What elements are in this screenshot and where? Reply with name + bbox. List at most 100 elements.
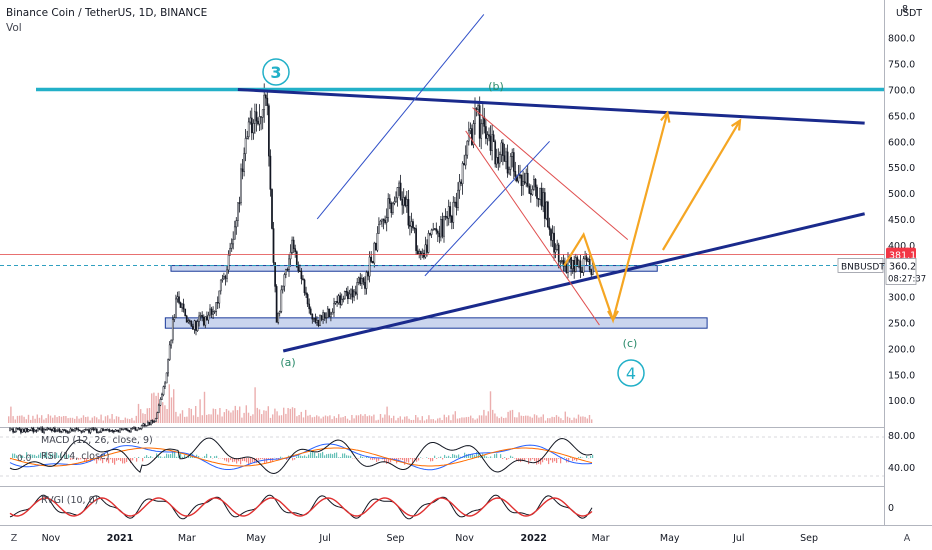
candle	[364, 276, 366, 295]
macd-histogram-bar	[98, 458, 100, 461]
candle	[226, 265, 228, 283]
candle-body	[187, 320, 190, 323]
candle-body	[156, 412, 159, 419]
candle	[71, 428, 73, 432]
volume-bar	[560, 418, 562, 423]
macd-histogram-bar	[384, 458, 386, 462]
volume-bar	[82, 415, 85, 423]
candle-body	[232, 238, 235, 245]
projection-path-1[interactable]	[563, 112, 669, 324]
candle	[100, 428, 103, 433]
candle-body	[337, 295, 340, 303]
macd-histogram-bar	[210, 455, 212, 458]
trendline-2[interactable]	[282, 212, 866, 353]
channel-line-lower[interactable]	[424, 140, 550, 277]
candle	[111, 429, 114, 433]
auto-scale-button[interactable]: A	[904, 533, 911, 544]
macd-histogram-bar	[78, 458, 80, 460]
macd-histogram-bar	[400, 458, 402, 460]
macd-histogram-bar	[86, 458, 88, 463]
candle-body	[43, 429, 45, 433]
volume-bar	[492, 409, 494, 423]
candle-body	[466, 140, 469, 156]
support-zone-2[interactable]	[164, 317, 708, 329]
macd-histogram-bar	[506, 458, 508, 461]
macd-histogram-bar	[362, 456, 364, 458]
candle	[280, 285, 283, 314]
candle	[556, 239, 559, 251]
candle	[410, 212, 413, 234]
volume-bar	[107, 415, 109, 423]
candle	[502, 139, 504, 166]
macd-histogram-bar	[486, 456, 488, 458]
candle-body	[68, 431, 70, 434]
candle-body	[128, 429, 131, 433]
projection-path-2[interactable]	[661, 120, 741, 251]
macd-histogram-bar	[478, 452, 480, 458]
macd-histogram-bar	[504, 457, 506, 458]
wave-4-circle	[617, 359, 645, 387]
candle-body	[226, 269, 228, 279]
candle	[578, 259, 580, 269]
red-channel-upper[interactable]	[472, 107, 629, 241]
macd-histogram-bar	[572, 458, 574, 462]
channel-line-upper[interactable]	[316, 14, 485, 220]
candle-body	[209, 308, 211, 316]
candle	[393, 196, 396, 206]
volume-bar	[342, 417, 344, 423]
candle-body	[314, 318, 317, 323]
candle-body	[502, 142, 504, 156]
macd-histogram-bar	[412, 458, 414, 464]
candle-body	[188, 320, 191, 322]
candle	[399, 174, 402, 201]
candle	[545, 201, 548, 221]
candle-body	[399, 182, 402, 200]
candle-body	[418, 251, 421, 254]
macd-histogram-bar	[328, 453, 330, 458]
volume-bar	[19, 415, 21, 423]
zoom-button[interactable]: Z	[11, 533, 18, 544]
candle	[392, 202, 394, 215]
trendline-1[interactable]	[237, 88, 865, 125]
macd-histogram-bar	[150, 456, 152, 458]
candle	[43, 428, 45, 435]
volume-bar	[195, 406, 197, 423]
candle	[466, 140, 469, 159]
volume-bar	[322, 416, 324, 423]
candle-body	[379, 220, 382, 225]
candle	[539, 187, 541, 206]
candle	[494, 139, 497, 168]
candle	[498, 151, 501, 168]
volume-bar	[448, 415, 450, 423]
candle-body	[505, 151, 507, 162]
candle-body	[492, 134, 495, 143]
macd-histogram-bar	[236, 458, 238, 464]
candle-body	[20, 429, 22, 433]
volume-bar	[461, 417, 463, 423]
volume-bar	[412, 419, 415, 423]
volume-bar	[463, 417, 465, 423]
candle	[471, 124, 473, 146]
volume-bar	[265, 410, 267, 423]
candle-body	[388, 198, 391, 204]
candle	[86, 428, 89, 431]
candle	[452, 196, 455, 229]
macd-histogram-bar	[332, 454, 334, 458]
candle	[571, 259, 574, 274]
volume-bar	[87, 416, 89, 423]
volume-bar	[38, 417, 41, 423]
candle-body	[319, 315, 321, 326]
candle-body	[297, 266, 300, 272]
candle-body	[574, 257, 577, 272]
candle	[83, 429, 86, 433]
candle	[362, 277, 365, 286]
candle-body	[506, 151, 509, 174]
candle-body	[543, 192, 546, 219]
candle	[198, 311, 200, 327]
candle	[337, 293, 340, 305]
candle-body	[92, 428, 95, 431]
red-channel-lower[interactable]	[465, 130, 600, 326]
candle-body	[111, 430, 114, 432]
